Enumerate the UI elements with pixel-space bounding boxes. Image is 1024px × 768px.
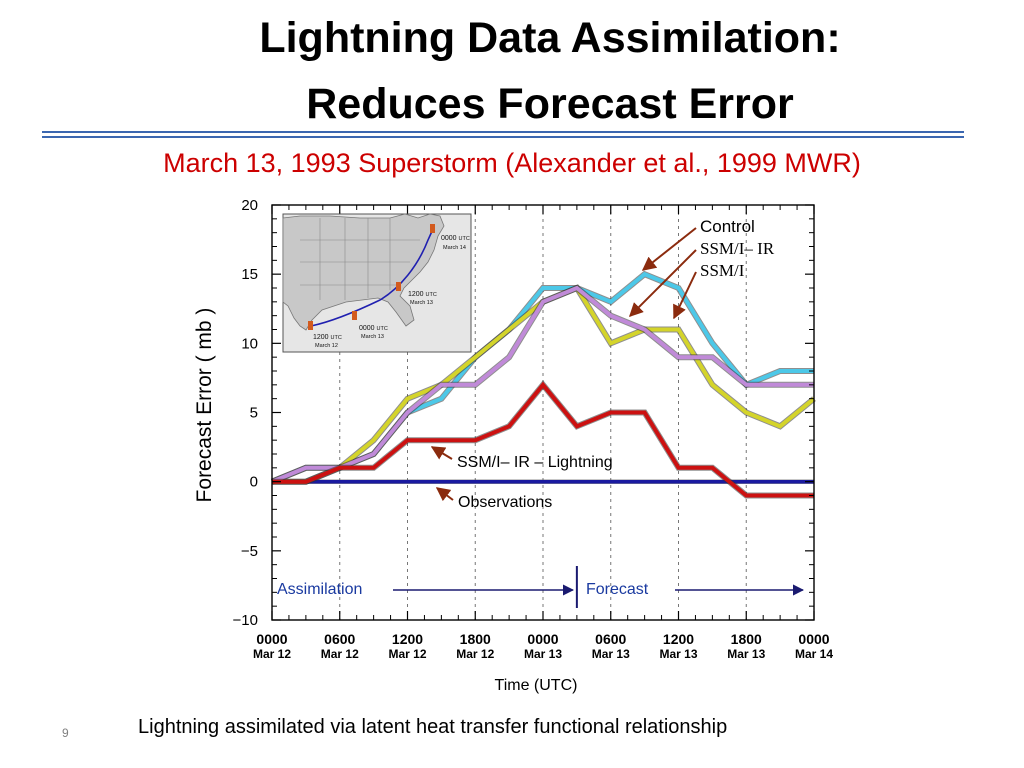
slide-caption: Lightning assimilated via latent heat tr… <box>138 716 728 738</box>
inset-label-mar13-0000-time: 0000 UTC <box>359 325 388 332</box>
title-divider-bottom <box>42 136 964 138</box>
series-line-ssmi_ir_lightning <box>272 381 814 498</box>
x-tick-date-label: Mar 13 <box>524 647 562 661</box>
x-tick-time-label: 1800 <box>460 631 491 647</box>
x-tick-time-label: 0600 <box>324 631 355 647</box>
inset-label-mar12-time: 1200 UTC <box>313 334 342 341</box>
x-tick-date-label: Mar 13 <box>592 647 630 661</box>
inset-label-mar14-date: March 14 <box>443 245 466 251</box>
y-tick-label: 15 <box>241 266 258 283</box>
y-tick-label: 10 <box>241 335 258 352</box>
y-tick-label: 5 <box>250 405 258 422</box>
ssmi-ir-pointer-arrow <box>629 249 697 317</box>
label-forecast: Forecast <box>586 581 649 598</box>
slide-title-line-2: Reduces Forecast Error <box>306 80 794 128</box>
y-tick-label: −10 <box>233 612 258 629</box>
label-assimilation: Assimilation <box>277 581 362 598</box>
x-tick-date-label: Mar 12 <box>253 647 291 661</box>
x-tick-date-label: Mar 12 <box>388 647 426 661</box>
x-axis-label: Time (UTC) <box>495 677 578 694</box>
y-tick-label: 20 <box>241 197 258 214</box>
inset-label-mar13-0000-date: March 13 <box>361 334 384 340</box>
control-pointer-arrow <box>641 227 697 271</box>
y-tick-label: −5 <box>241 543 258 560</box>
lightning-pointer-arrow <box>430 446 453 460</box>
y-tick-label: 0 <box>250 474 258 491</box>
label-ssmi-ir: SSM/I– IR <box>700 239 775 258</box>
y-axis-label: Forecast Error ( mb ) <box>193 308 216 503</box>
slide-title-line-1: Lightning Data Assimilation: <box>259 14 841 62</box>
label-observations: Observations <box>458 494 552 511</box>
x-tick-time-label: 0000 <box>527 631 558 647</box>
x-tick-time-label: 1200 <box>663 631 694 647</box>
ssmi-pointer-arrow <box>673 271 697 320</box>
storm-track-line <box>310 228 434 327</box>
x-tick-time-label: 1800 <box>731 631 762 647</box>
inset-label-mar12-date: March 12 <box>315 343 338 349</box>
label-control: Control <box>700 217 755 236</box>
page-number: 9 <box>62 726 69 740</box>
inset-label-mar13-1200-time: 1200 UTC <box>408 291 437 298</box>
inset-label-mar13-1200-date: March 13 <box>410 300 433 306</box>
x-tick-date-label: Mar 12 <box>321 647 359 661</box>
storm-track-inset-map: 0000 UTC March 14 1200 UTC March 13 0000… <box>282 213 472 353</box>
x-tick-time-label: 0600 <box>595 631 626 647</box>
label-ssmi-ir-lightning: SSM/I– IR – Lightning <box>457 454 613 471</box>
observations-pointer-arrow <box>435 487 454 502</box>
label-ssmi: SSM/I <box>700 261 745 280</box>
x-tick-date-label: Mar 13 <box>659 647 697 661</box>
x-tick-date-label: Mar 14 <box>795 647 833 661</box>
slide-subtitle: March 13, 1993 Superstorm (Alexander et … <box>163 148 861 178</box>
state-borders <box>300 218 420 300</box>
x-tick-date-label: Mar 12 <box>456 647 494 661</box>
x-tick-time-label: 1200 <box>392 631 423 647</box>
title-divider-top <box>42 131 964 133</box>
x-tick-time-label: 0000 <box>798 631 829 647</box>
x-tick-time-label: 0000 <box>256 631 287 647</box>
series-line-ssmi <box>271 285 814 484</box>
inset-label-mar14-time: 0000 UTC <box>441 235 470 242</box>
x-tick-date-label: Mar 13 <box>727 647 765 661</box>
